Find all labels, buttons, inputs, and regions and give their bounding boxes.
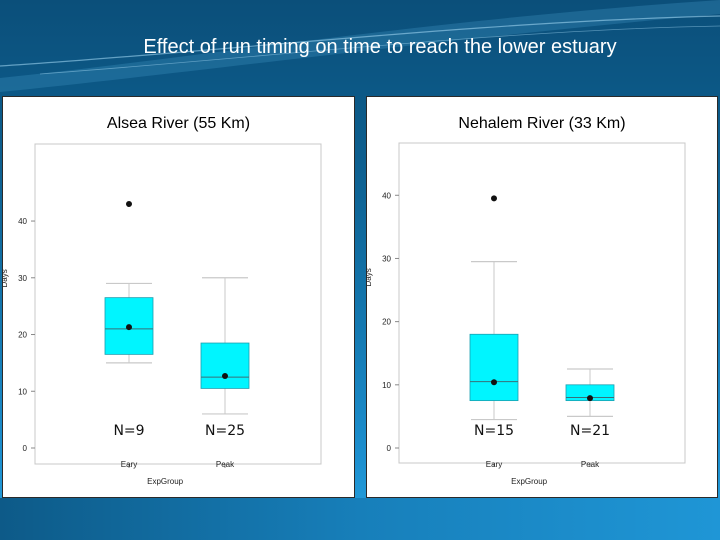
n-label: N=25	[205, 423, 245, 439]
slide-title: Effect of run timing on time to reach th…	[143, 36, 617, 58]
plot-area	[398, 142, 686, 464]
y-tick-label: 30	[18, 274, 27, 283]
y-tick-label: 40	[382, 191, 391, 200]
x-tick-label: Peak	[216, 460, 235, 469]
header-swoosh	[0, 0, 720, 92]
plot-area	[34, 143, 322, 465]
mean-point	[491, 379, 497, 386]
y-tick-label: 20	[18, 331, 27, 340]
y-tick-label: 40	[18, 217, 27, 226]
x-axis-label: ExpGroup	[147, 477, 184, 486]
outlier-point	[126, 201, 132, 208]
n-label: N=9	[113, 423, 144, 439]
box-eary	[469, 333, 519, 402]
x-axis-label: ExpGroup	[511, 477, 548, 486]
n-label: N=21	[570, 423, 610, 439]
outlier-point	[491, 195, 497, 202]
y-tick-label: 0	[387, 444, 392, 453]
y-tick-label: 30	[382, 254, 391, 263]
y-tick-label: 10	[18, 387, 27, 396]
y-tick-label: 20	[382, 318, 391, 327]
chart-title: Nehalem River (33 Km)	[458, 115, 626, 132]
mean-point	[126, 324, 132, 331]
y-tick-label: 0	[23, 444, 28, 453]
x-tick-label: Eary	[121, 460, 137, 469]
footer-bar	[0, 498, 720, 540]
y-tick-label: 10	[382, 381, 391, 390]
box-peak	[200, 342, 250, 389]
mean-point	[587, 395, 593, 402]
chart-panel-nehalem: Nehalem River (33 Km) 0 10 20 30 40 Days N=15 E…	[366, 96, 718, 498]
x-tick-label: Eary	[486, 460, 502, 469]
y-axis-label: Days	[3, 269, 9, 287]
y-axis-label: Days	[367, 268, 373, 286]
x-tick-label: Peak	[581, 460, 600, 469]
chart-panel-alsea: Alsea River (55 Km) 0 10 20 30 40 Days N=9 Eary…	[2, 96, 355, 498]
mean-point	[222, 372, 228, 379]
chart-title: Alsea River (55 Km)	[106, 115, 251, 132]
n-label: N=15	[474, 423, 514, 439]
alsea-boxplot: 0 10 20 30 40 Days N=9 Eary N=25 Peak ExpGroup	[3, 143, 322, 486]
nehalem-boxplot: 0 10 20 30 40 Days N=15 Eary N=21 Peak ExpGroup	[367, 142, 686, 486]
